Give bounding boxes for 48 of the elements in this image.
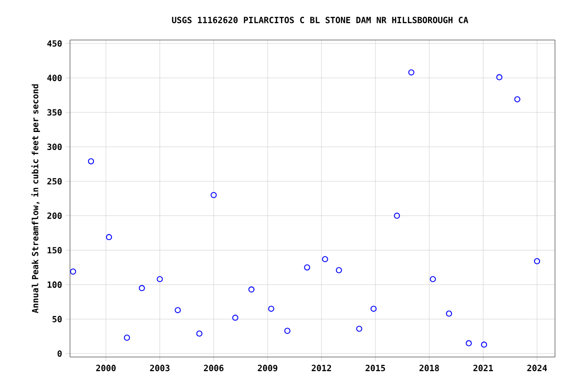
point bbox=[408, 69, 414, 76]
y-tick-label: 250 bbox=[47, 178, 62, 184]
y-axis-title: Annual Peak Streamflow, in cubic feet per second bbox=[31, 84, 40, 314]
x-tick-label: 2000 bbox=[96, 364, 116, 372]
point bbox=[370, 306, 377, 312]
point bbox=[156, 276, 163, 282]
point bbox=[70, 268, 76, 275]
x-tick-label: 2006 bbox=[204, 364, 224, 372]
point bbox=[138, 285, 145, 292]
point bbox=[232, 314, 238, 321]
x-tick-label: 2009 bbox=[258, 364, 278, 372]
point bbox=[356, 326, 362, 332]
y-tick-label: 400 bbox=[47, 74, 62, 82]
point bbox=[514, 96, 520, 102]
point bbox=[210, 192, 217, 198]
y-tick-label: 0 bbox=[58, 350, 62, 357]
point bbox=[106, 234, 112, 240]
point bbox=[430, 276, 436, 282]
y-tick-label: 150 bbox=[48, 246, 62, 254]
y-tick-label: 450 bbox=[47, 40, 62, 47]
point bbox=[248, 286, 254, 293]
point bbox=[481, 342, 488, 348]
point bbox=[496, 74, 502, 80]
chart-title: USGS 11162620 PILARCITOS C BL STONE DAM NR HILLSBOROUGH CA bbox=[172, 16, 468, 24]
point bbox=[304, 264, 310, 270]
y-tick-label: 200 bbox=[47, 212, 62, 219]
point bbox=[88, 158, 94, 164]
point bbox=[268, 306, 274, 312]
x-tick-label: 2012 bbox=[312, 364, 332, 372]
point bbox=[196, 330, 202, 337]
y-tick-label: 300 bbox=[47, 144, 62, 150]
x-tick-label: 2003 bbox=[150, 364, 170, 372]
point bbox=[446, 310, 452, 317]
point bbox=[174, 307, 181, 314]
x-tick-label: 2021 bbox=[473, 364, 493, 372]
point bbox=[284, 328, 290, 334]
point bbox=[322, 256, 328, 262]
point bbox=[534, 258, 540, 264]
x-tick-label: 2024 bbox=[527, 364, 547, 372]
y-tick-label: 350 bbox=[47, 109, 62, 116]
x-tick-label: 2015 bbox=[366, 364, 386, 372]
y-tick-label: 50 bbox=[52, 316, 62, 322]
point bbox=[124, 334, 130, 341]
point bbox=[466, 340, 472, 346]
point bbox=[336, 267, 342, 274]
x-tick-label: 2018 bbox=[420, 364, 439, 372]
point bbox=[394, 212, 400, 219]
y-tick-label: 100 bbox=[48, 281, 62, 288]
